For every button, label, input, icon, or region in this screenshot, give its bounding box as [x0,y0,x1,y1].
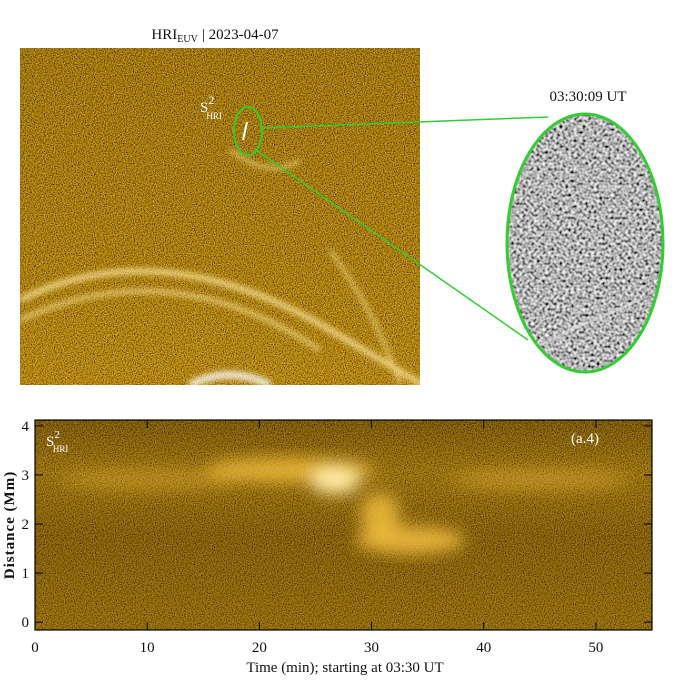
x-tick-label: 10 [140,640,155,656]
inset-time: 03:30:09 UT [549,89,626,105]
y-tick-label: 1 [22,566,30,582]
x-axis-label: Time (min); starting at 03:30 UT [246,660,443,676]
y-axis-label: Distance (Mm) [2,471,18,579]
panel-label: (a.4) [571,431,599,447]
x-tick-label: 20 [252,640,267,656]
axes: 0 10 20 30 40 50 0 1 2 3 4 [22,419,652,656]
feature-marker [242,121,248,141]
x-tick-label: 40 [476,640,491,656]
region-label: S2 HRI [46,429,68,454]
zoom-line [261,116,549,129]
y-tick-label: 4 [22,419,30,435]
zoom-line [255,149,529,341]
y-tick-label: 3 [22,468,30,484]
inset-border [505,112,665,374]
x-tick-label: 30 [364,640,379,656]
title: HRIEUV | 2023-04-07 [151,27,279,45]
region-marker [233,106,263,156]
plot-frame [34,419,653,631]
y-tick-label: 0 [22,615,30,631]
y-tick-label: 2 [22,517,30,533]
x-tick-label: 0 [31,640,39,656]
time-distance-map [35,420,652,630]
x-tick-label: 50 [588,640,603,656]
inset-image [507,114,663,372]
region-label: S2 HRI [200,93,222,121]
euv-image [20,48,420,385]
